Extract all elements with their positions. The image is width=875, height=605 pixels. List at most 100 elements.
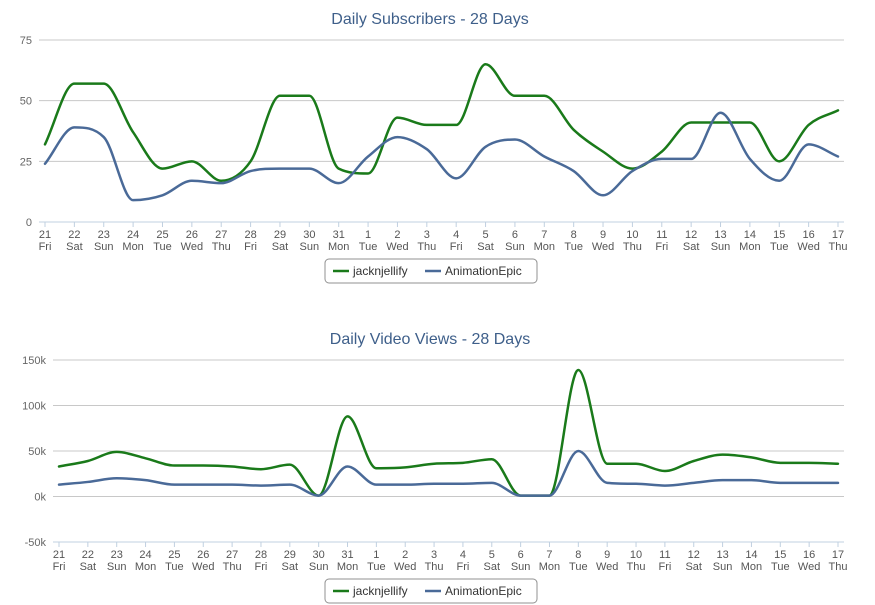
data-point-animationepic[interactable]: [720, 477, 726, 483]
legend-item-animationepic[interactable]: AnimationEpic: [425, 584, 522, 598]
data-point-jacknjellify[interactable]: [42, 141, 48, 147]
data-point-animationepic[interactable]: [748, 477, 754, 483]
data-point-jacknjellify[interactable]: [258, 466, 264, 472]
data-point-animationepic[interactable]: [806, 141, 812, 147]
data-point-animationepic[interactable]: [691, 480, 697, 486]
data-point-animationepic[interactable]: [489, 480, 495, 486]
data-point-animationepic[interactable]: [777, 480, 783, 486]
data-point-jacknjellify[interactable]: [114, 449, 120, 455]
data-point-animationepic[interactable]: [659, 156, 665, 162]
data-point-jacknjellify[interactable]: [287, 462, 293, 468]
data-point-animationepic[interactable]: [101, 134, 107, 140]
data-point-animationepic[interactable]: [218, 180, 224, 186]
data-point-jacknjellify[interactable]: [806, 122, 812, 128]
data-point-animationepic[interactable]: [688, 156, 694, 162]
data-point-animationepic[interactable]: [402, 482, 408, 488]
data-point-jacknjellify[interactable]: [229, 463, 235, 469]
data-point-animationepic[interactable]: [42, 161, 48, 167]
data-point-animationepic[interactable]: [776, 178, 782, 184]
data-point-jacknjellify[interactable]: [159, 166, 165, 172]
data-point-animationepic[interactable]: [835, 153, 841, 159]
data-point-animationepic[interactable]: [171, 482, 177, 488]
data-point-animationepic[interactable]: [248, 168, 254, 174]
data-point-animationepic[interactable]: [85, 479, 91, 485]
data-point-animationepic[interactable]: [460, 481, 466, 487]
data-point-animationepic[interactable]: [600, 192, 606, 198]
data-point-animationepic[interactable]: [633, 481, 639, 487]
data-point-jacknjellify[interactable]: [659, 149, 665, 155]
data-point-animationepic[interactable]: [453, 175, 459, 181]
data-point-animationepic[interactable]: [287, 482, 293, 488]
data-point-animationepic[interactable]: [518, 493, 524, 499]
data-point-animationepic[interactable]: [229, 482, 235, 488]
data-point-jacknjellify[interactable]: [56, 463, 62, 469]
data-point-animationepic[interactable]: [629, 168, 635, 174]
data-point-jacknjellify[interactable]: [575, 367, 581, 373]
data-point-animationepic[interactable]: [130, 197, 136, 203]
data-point-jacknjellify[interactable]: [806, 460, 812, 466]
series-line-jacknjellify[interactable]: [57, 368, 840, 497]
series-line-animationepic[interactable]: [57, 449, 840, 497]
data-point-animationepic[interactable]: [575, 448, 581, 454]
data-point-animationepic[interactable]: [806, 480, 812, 486]
data-point-jacknjellify[interactable]: [512, 93, 518, 99]
data-point-animationepic[interactable]: [424, 146, 430, 152]
data-point-jacknjellify[interactable]: [143, 455, 149, 461]
data-point-jacknjellify[interactable]: [489, 456, 495, 462]
data-point-animationepic[interactable]: [345, 463, 351, 469]
data-point-jacknjellify[interactable]: [718, 120, 724, 126]
data-point-jacknjellify[interactable]: [691, 458, 697, 464]
data-point-jacknjellify[interactable]: [662, 468, 668, 474]
data-point-jacknjellify[interactable]: [604, 461, 610, 467]
data-point-jacknjellify[interactable]: [431, 461, 437, 467]
data-point-jacknjellify[interactable]: [720, 452, 726, 458]
data-point-animationepic[interactable]: [604, 480, 610, 486]
legend-item-animationepic[interactable]: AnimationEpic: [425, 264, 522, 278]
legend-item-jacknjellify[interactable]: jacknjellify: [333, 584, 408, 598]
data-point-jacknjellify[interactable]: [306, 93, 312, 99]
data-point-animationepic[interactable]: [718, 110, 724, 116]
data-point-jacknjellify[interactable]: [336, 166, 342, 172]
data-point-jacknjellify[interactable]: [688, 120, 694, 126]
data-point-jacknjellify[interactable]: [571, 127, 577, 133]
data-point-animationepic[interactable]: [336, 180, 342, 186]
data-point-animationepic[interactable]: [835, 480, 841, 486]
data-point-jacknjellify[interactable]: [200, 463, 206, 469]
data-point-jacknjellify[interactable]: [748, 454, 754, 460]
series-line-animationepic[interactable]: [43, 111, 840, 202]
data-point-jacknjellify[interactable]: [460, 460, 466, 466]
data-point-animationepic[interactable]: [159, 192, 165, 198]
data-point-animationepic[interactable]: [306, 166, 312, 172]
data-point-jacknjellify[interactable]: [424, 122, 430, 128]
data-point-animationepic[interactable]: [189, 178, 195, 184]
data-point-jacknjellify[interactable]: [101, 81, 107, 87]
data-point-animationepic[interactable]: [747, 156, 753, 162]
data-point-animationepic[interactable]: [277, 166, 283, 172]
data-point-animationepic[interactable]: [483, 144, 489, 150]
data-point-jacknjellify[interactable]: [277, 93, 283, 99]
data-point-jacknjellify[interactable]: [365, 170, 371, 176]
data-point-animationepic[interactable]: [394, 134, 400, 140]
data-point-jacknjellify[interactable]: [85, 458, 91, 464]
data-point-jacknjellify[interactable]: [373, 465, 379, 471]
data-point-animationepic[interactable]: [316, 493, 322, 499]
data-point-jacknjellify[interactable]: [835, 461, 841, 467]
data-point-jacknjellify[interactable]: [402, 464, 408, 470]
data-point-animationepic[interactable]: [258, 483, 264, 489]
data-point-animationepic[interactable]: [512, 136, 518, 142]
data-point-jacknjellify[interactable]: [835, 107, 841, 113]
data-point-animationepic[interactable]: [373, 482, 379, 488]
data-point-jacknjellify[interactable]: [777, 460, 783, 466]
data-point-animationepic[interactable]: [571, 168, 577, 174]
data-point-jacknjellify[interactable]: [189, 158, 195, 164]
data-point-animationepic[interactable]: [546, 493, 552, 499]
data-point-jacknjellify[interactable]: [248, 158, 254, 164]
data-point-jacknjellify[interactable]: [633, 461, 639, 467]
data-point-jacknjellify[interactable]: [483, 61, 489, 67]
data-point-animationepic[interactable]: [662, 483, 668, 489]
data-point-jacknjellify[interactable]: [453, 122, 459, 128]
data-point-jacknjellify[interactable]: [171, 463, 177, 469]
data-point-jacknjellify[interactable]: [747, 120, 753, 126]
data-point-jacknjellify[interactable]: [776, 158, 782, 164]
data-point-animationepic[interactable]: [541, 153, 547, 159]
